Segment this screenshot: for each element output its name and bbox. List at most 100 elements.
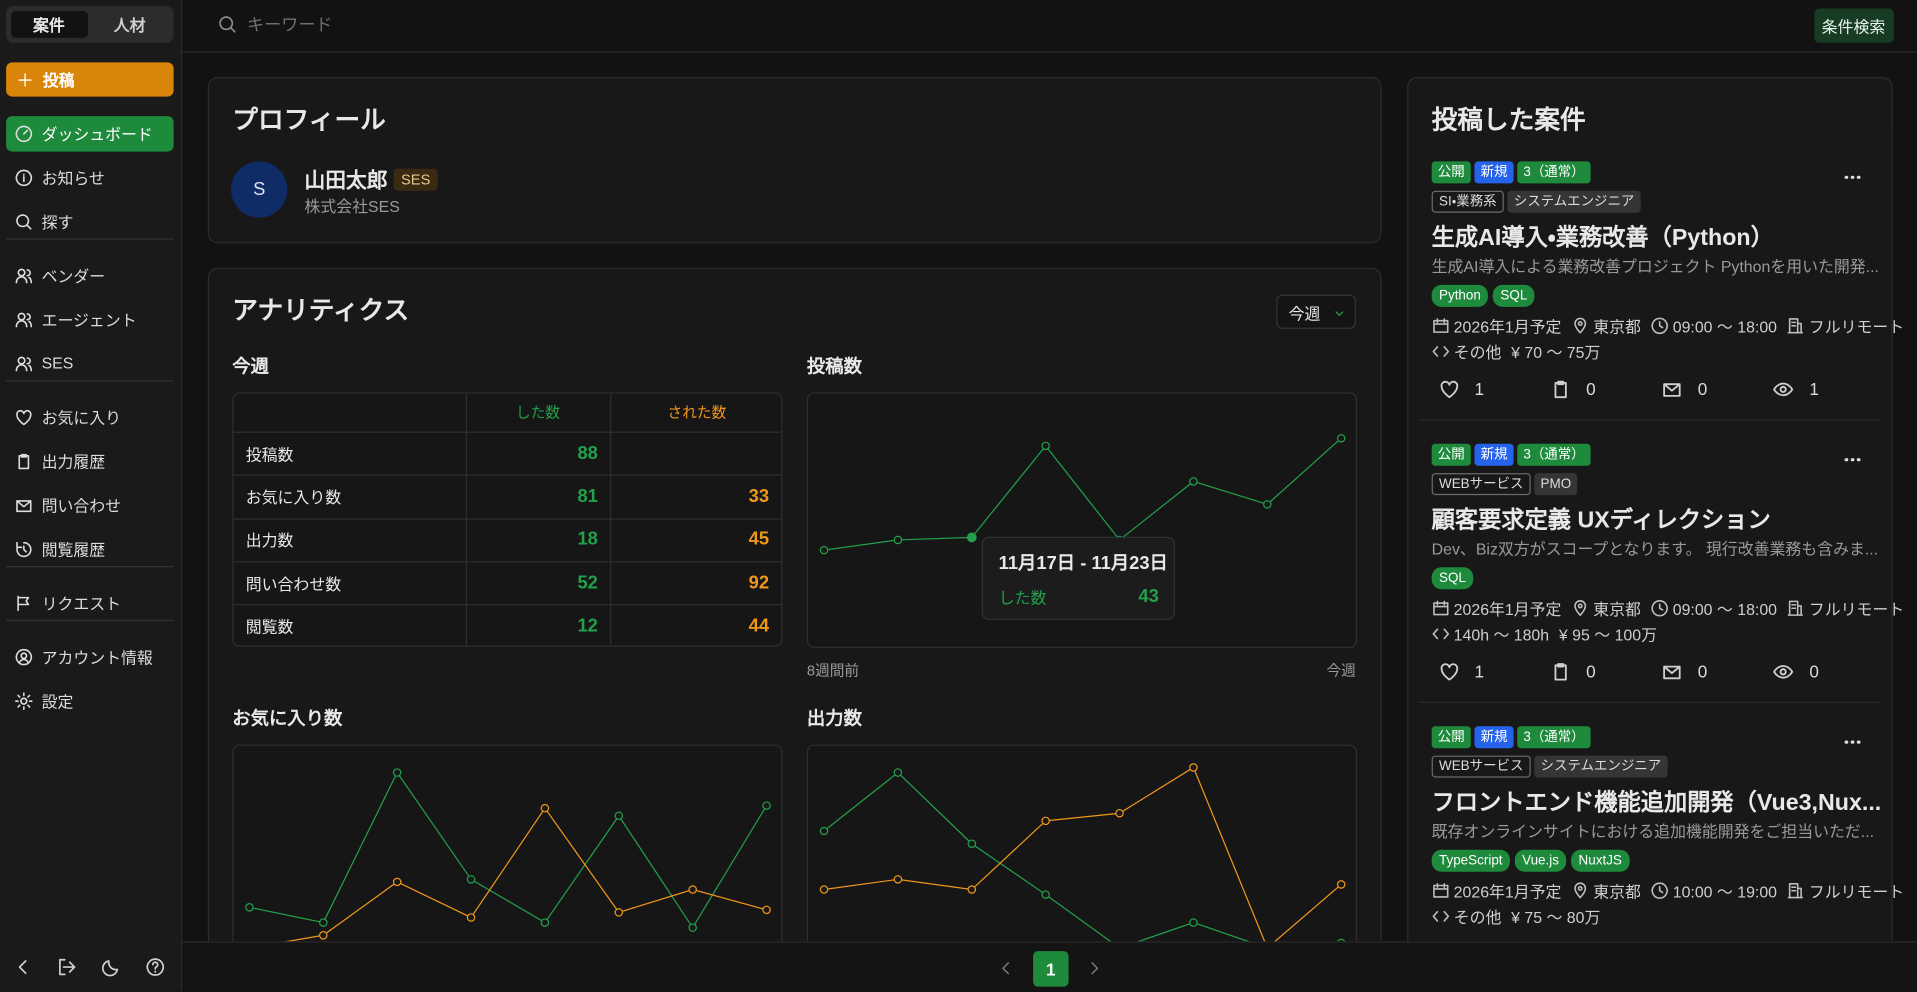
nav-item[interactable]: お気に入り (41, 408, 122, 428)
tab[interactable]: 案件 (33, 16, 65, 35)
post-meta: 2026年1月予定 東京都 10:00 〜 19:00 フルリモート (1432, 879, 1904, 901)
chart-point[interactable] (245, 903, 254, 912)
filter-button-label[interactable]: 条件検索 (1821, 17, 1886, 37)
table-row-divider (233, 604, 782, 606)
post-title: 生成AI導入・業務改善（Python） (1431, 225, 1774, 252)
tooltip-value: 43 (1138, 585, 1159, 607)
profile-name: 山田太郎 (304, 169, 388, 193)
meta-location: 東京都 (1593, 599, 1641, 619)
icon-mail (1663, 382, 1681, 397)
nav-item[interactable]: ダッシュボード (41, 125, 153, 144)
status-tags: 公開 新規 3（通常） (1431, 726, 1677, 749)
chart-point[interactable] (1189, 477, 1198, 486)
nav-item[interactable]: リクエスト (41, 594, 122, 614)
chart-point[interactable] (1337, 938, 1346, 946)
chart-point[interactable] (967, 885, 977, 894)
chart-point[interactable] (966, 532, 977, 543)
chart-point[interactable] (1041, 890, 1050, 899)
icon-clip (1554, 662, 1567, 680)
chart-point[interactable] (1189, 918, 1198, 927)
chart-point[interactable] (540, 918, 550, 927)
stat-views: 0 (1809, 661, 1819, 681)
profile-title: プロフィール (232, 106, 386, 135)
chart-point[interactable] (819, 826, 829, 836)
chart-point[interactable] (540, 803, 550, 813)
table-header: された数 (667, 404, 727, 422)
table-row-divider (233, 474, 782, 476)
nav-item[interactable]: ベンダー (41, 267, 106, 286)
chart-point[interactable] (688, 923, 697, 932)
meta-start: 2026年1月予定 (1453, 882, 1562, 901)
chart-point[interactable] (392, 877, 402, 887)
chart-point[interactable] (1189, 763, 1198, 772)
table-row-divider (233, 431, 782, 433)
period-select[interactable]: 今週 (1276, 294, 1356, 329)
chart-point[interactable] (1336, 880, 1346, 889)
chart-point[interactable] (1263, 500, 1272, 509)
chart-box (806, 744, 1358, 942)
chart-point[interactable] (893, 875, 903, 884)
chart-point[interactable] (466, 875, 476, 884)
nav-item[interactable]: 閲覧履歴 (41, 541, 106, 560)
post-button[interactable]: 投稿 (6, 62, 174, 97)
chart-point[interactable] (893, 535, 903, 545)
chart-point[interactable] (614, 908, 624, 917)
page-number[interactable]: 1 (1046, 959, 1056, 979)
icon-bldg (1788, 599, 1804, 616)
nav-item[interactable]: 出力履歴 (41, 452, 106, 472)
chart-point[interactable] (967, 839, 977, 849)
chart-point[interactable] (319, 931, 328, 940)
meta-work-hours: その他 (1453, 342, 1502, 362)
chart-point[interactable] (819, 545, 829, 555)
chart-point[interactable] (762, 905, 771, 915)
post-title: 顧客要求定義 UXディレクション (1431, 507, 1771, 534)
post-button-label[interactable]: 投稿 (42, 71, 75, 90)
stat-messages: 0 (1697, 379, 1708, 399)
filter-button[interactable]: 条件検索 (1814, 8, 1894, 43)
chart-title: 投稿数 (806, 356, 862, 378)
icon-moon (101, 960, 119, 977)
meta-hours: 09:00 〜 18:00 (1672, 317, 1778, 336)
table-title: 今週 (232, 356, 269, 378)
icon-info (15, 169, 32, 186)
status-tags: 公開 新規 3（通常） (1431, 443, 1677, 466)
icon-search (219, 16, 236, 33)
posts-title: 投稿した案件 (1431, 106, 1586, 135)
nav-item[interactable]: 探す (41, 213, 74, 232)
chart-point[interactable] (1115, 808, 1124, 818)
nav-item[interactable]: 設定 (41, 692, 74, 711)
nav-item[interactable]: エージェント (41, 311, 137, 330)
icon-clip (1554, 380, 1567, 398)
chart-point[interactable] (762, 801, 771, 810)
page-button[interactable]: 1 (1033, 951, 1069, 987)
chart-point[interactable] (319, 918, 328, 927)
chart-point[interactable] (392, 768, 402, 777)
tab[interactable]: 人材 (113, 16, 146, 35)
avatar-initial: S (253, 179, 266, 200)
icon-heart (15, 409, 31, 425)
icon-cal (1433, 599, 1449, 615)
chart-point[interactable] (1336, 433, 1346, 443)
search-placeholder[interactable]: キーワード (246, 14, 333, 35)
chart-point[interactable] (893, 768, 903, 777)
chart-point[interactable] (688, 885, 697, 894)
icon-pin (1574, 599, 1587, 616)
nav-item[interactable]: SES (41, 353, 74, 373)
topbar: キーワード 条件検索 (182, 0, 1917, 53)
nav-item[interactable]: アカウント情報 (41, 648, 153, 667)
chart-point[interactable] (819, 885, 829, 894)
tab-active[interactable] (11, 11, 89, 38)
chart-point[interactable] (614, 811, 624, 821)
post-meta: 140h 〜 180h ¥ 95 〜 100万 (1432, 622, 1884, 644)
chart-point[interactable] (1041, 816, 1050, 826)
table-value-received: 92 (748, 572, 770, 594)
nav-item[interactable]: お知らせ (41, 169, 105, 188)
icon-dash (15, 125, 32, 142)
icon-cal (1433, 317, 1449, 333)
nav-item[interactable]: 問い合わせ (41, 496, 122, 516)
chart-point[interactable] (466, 913, 476, 922)
chart-line (823, 437, 1342, 551)
chart-point[interactable] (1041, 441, 1050, 451)
icon-dots (1844, 740, 1861, 744)
